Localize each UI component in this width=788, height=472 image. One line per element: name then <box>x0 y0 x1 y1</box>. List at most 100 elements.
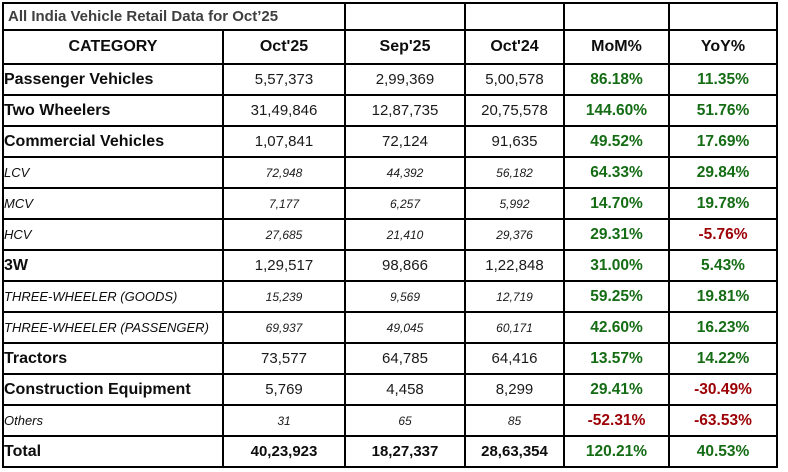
sep25-value-cell: 72,124 <box>344 125 466 158</box>
sep25-value-cell: 4,458 <box>344 373 466 406</box>
title-row: All India Vehicle Retail Data for Oct’25 <box>2 2 778 31</box>
category-cell: LCV <box>2 156 224 189</box>
oct24-value-cell: 20,75,578 <box>464 94 565 127</box>
table-row: Tractors 73,577 64,785 64,416 13.57% 14.… <box>2 342 778 375</box>
category-cell: Commercial Vehicles <box>2 125 224 158</box>
yoy-percent-cell: 19.78% <box>668 187 778 220</box>
sep25-value-cell: 64,785 <box>344 342 466 375</box>
table-row: LCV 72,948 44,392 56,182 64.33% 29.84% <box>2 156 778 189</box>
oct24-value-cell: 1,22,848 <box>464 249 565 282</box>
category-cell: THREE-WHEELER (GOODS) <box>2 280 224 313</box>
table-row: 3W 1,29,517 98,866 1,22,848 31.00% 5.43% <box>2 249 778 282</box>
column-header-sep25: Sep'25 <box>344 29 466 65</box>
column-header-mom: MoM% <box>563 29 670 65</box>
mom-percent-cell: 59.25% <box>563 280 670 313</box>
oct24-value-cell: 28,63,354 <box>464 435 565 468</box>
category-cell: 3W <box>2 249 224 282</box>
table-row: Two Wheelers 31,49,846 12,87,735 20,75,5… <box>2 94 778 127</box>
oct25-value-cell: 27,685 <box>222 218 346 251</box>
sep25-value-cell: 44,392 <box>344 156 466 189</box>
category-cell: Passenger Vehicles <box>2 63 224 96</box>
category-cell: THREE-WHEELER (PASSENGER) <box>2 311 224 344</box>
mom-percent-cell: 31.00% <box>563 249 670 282</box>
mom-percent-cell: 144.60% <box>563 94 670 127</box>
mom-percent-cell: 14.70% <box>563 187 670 220</box>
oct25-value-cell: 40,23,923 <box>222 435 346 468</box>
title-row-empty-cell <box>464 2 565 31</box>
oct25-value-cell: 5,57,373 <box>222 63 346 96</box>
oct25-value-cell: 73,577 <box>222 342 346 375</box>
table-row: MCV 7,177 6,257 5,992 14.70% 19.78% <box>2 187 778 220</box>
yoy-percent-cell: -63.53% <box>668 404 778 437</box>
category-cell: MCV <box>2 187 224 220</box>
oct24-value-cell: 60,171 <box>464 311 565 344</box>
title-row-empty-cell <box>668 2 778 31</box>
oct24-value-cell: 8,299 <box>464 373 565 406</box>
category-cell: Others <box>2 404 224 437</box>
table-row: Total 40,23,923 18,27,337 28,63,354 120.… <box>2 435 778 468</box>
mom-percent-cell: 13.57% <box>563 342 670 375</box>
header-row: CATEGORY Oct'25 Sep'25 Oct'24 MoM% YoY% <box>2 29 778 65</box>
oct24-value-cell: 5,00,578 <box>464 63 565 96</box>
oct25-value-cell: 1,29,517 <box>222 249 346 282</box>
yoy-percent-cell: 51.76% <box>668 94 778 127</box>
mom-percent-cell: 120.21% <box>563 435 670 468</box>
sep25-value-cell: 49,045 <box>344 311 466 344</box>
yoy-percent-cell: 19.81% <box>668 280 778 313</box>
column-header-category: CATEGORY <box>2 29 224 65</box>
sep25-value-cell: 65 <box>344 404 466 437</box>
table-row: Commercial Vehicles 1,07,841 72,124 91,6… <box>2 125 778 158</box>
yoy-percent-cell: -5.76% <box>668 218 778 251</box>
oct25-value-cell: 31 <box>222 404 346 437</box>
oct25-value-cell: 7,177 <box>222 187 346 220</box>
mom-percent-cell: 42.60% <box>563 311 670 344</box>
column-header-oct25: Oct'25 <box>222 29 346 65</box>
vehicle-retail-table: All India Vehicle Retail Data for Oct’25… <box>2 2 778 468</box>
title-row-empty-cell <box>344 2 466 31</box>
column-header-oct24: Oct'24 <box>464 29 565 65</box>
category-cell: Two Wheelers <box>2 94 224 127</box>
sep25-value-cell: 9,569 <box>344 280 466 313</box>
oct25-value-cell: 15,239 <box>222 280 346 313</box>
category-cell: Total <box>2 435 224 468</box>
oct25-value-cell: 1,07,841 <box>222 125 346 158</box>
table-row: Passenger Vehicles 5,57,373 2,99,369 5,0… <box>2 63 778 96</box>
table-title: All India Vehicle Retail Data for Oct’25 <box>2 2 346 31</box>
table-row: Construction Equipment 5,769 4,458 8,299… <box>2 373 778 406</box>
category-cell: Construction Equipment <box>2 373 224 406</box>
table-row: THREE-WHEELER (PASSENGER) 69,937 49,045 … <box>2 311 778 344</box>
yoy-percent-cell: 16.23% <box>668 311 778 344</box>
sep25-value-cell: 98,866 <box>344 249 466 282</box>
mom-percent-cell: -52.31% <box>563 404 670 437</box>
oct25-value-cell: 72,948 <box>222 156 346 189</box>
mom-percent-cell: 29.41% <box>563 373 670 406</box>
mom-percent-cell: 49.52% <box>563 125 670 158</box>
oct24-value-cell: 12,719 <box>464 280 565 313</box>
sep25-value-cell: 2,99,369 <box>344 63 466 96</box>
yoy-percent-cell: 14.22% <box>668 342 778 375</box>
yoy-percent-cell: -30.49% <box>668 373 778 406</box>
sep25-value-cell: 6,257 <box>344 187 466 220</box>
category-cell: Tractors <box>2 342 224 375</box>
mom-percent-cell: 64.33% <box>563 156 670 189</box>
oct24-value-cell: 29,376 <box>464 218 565 251</box>
oct24-value-cell: 91,635 <box>464 125 565 158</box>
oct25-value-cell: 69,937 <box>222 311 346 344</box>
table-row: THREE-WHEELER (GOODS) 15,239 9,569 12,71… <box>2 280 778 313</box>
sep25-value-cell: 21,410 <box>344 218 466 251</box>
column-header-yoy: YoY% <box>668 29 778 65</box>
oct25-value-cell: 31,49,846 <box>222 94 346 127</box>
mom-percent-cell: 29.31% <box>563 218 670 251</box>
oct24-value-cell: 64,416 <box>464 342 565 375</box>
mom-percent-cell: 86.18% <box>563 63 670 96</box>
yoy-percent-cell: 40.53% <box>668 435 778 468</box>
table-row: Others 31 65 85 -52.31% -63.53% <box>2 404 778 437</box>
table-row: HCV 27,685 21,410 29,376 29.31% -5.76% <box>2 218 778 251</box>
oct24-value-cell: 56,182 <box>464 156 565 189</box>
yoy-percent-cell: 5.43% <box>668 249 778 282</box>
sep25-value-cell: 18,27,337 <box>344 435 466 468</box>
title-row-empty-cell <box>563 2 670 31</box>
table-body: Passenger Vehicles 5,57,373 2,99,369 5,0… <box>2 63 778 468</box>
oct24-value-cell: 85 <box>464 404 565 437</box>
